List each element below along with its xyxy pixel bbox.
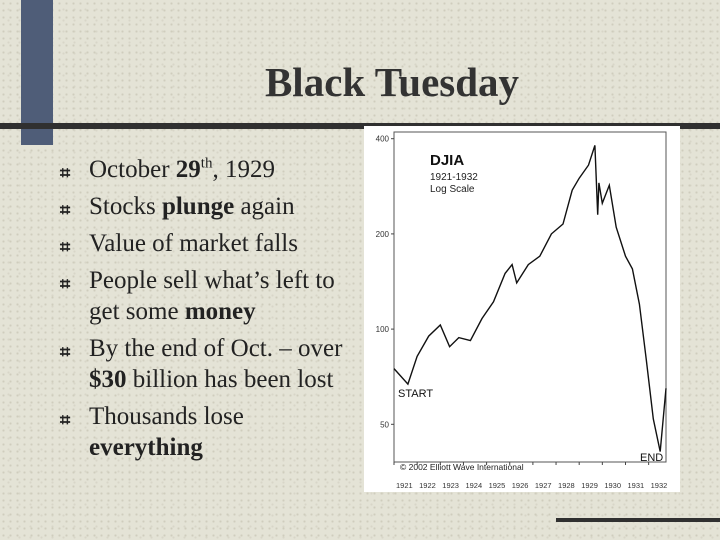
x-tick-label: 1926: [512, 481, 529, 490]
djia-series-line: [393, 145, 667, 452]
bullet-list: ⌗ October 29th, 1929 ⌗ Stocks plunge aga…: [60, 154, 350, 469]
hash-bullet-icon: ⌗: [60, 342, 71, 362]
bullet-emphasis: plunge: [161, 193, 235, 220]
bullet-item: ⌗ People sell what’s left to get some mo…: [60, 265, 350, 327]
djia-chart: 400 200 100 50 1921 1922 1923 1924 1925 1926 1927…: [364, 126, 680, 492]
bullet-text: Value of market falls: [89, 230, 298, 257]
bullet-item: ⌗ Thousands lose everything: [60, 401, 350, 463]
hash-bullet-icon: ⌗: [60, 237, 71, 257]
y-tick-label: 400: [376, 135, 390, 144]
x-tick-label: 1921: [396, 481, 413, 490]
bullet-emphasis: $30: [89, 366, 127, 393]
chart-subtitle-years: 1921-1932: [430, 172, 478, 183]
bullet-text: billion has been lost: [126, 366, 334, 393]
bullet-text: People sell what’s left to get some: [89, 267, 335, 325]
end-label: END: [640, 452, 663, 464]
hash-bullet-icon: ⌗: [60, 200, 71, 220]
y-tick-label: 100: [376, 325, 390, 334]
bullet-text: , 1929: [212, 156, 275, 183]
y-tick-label: 50: [380, 420, 389, 429]
bullet-item: ⌗ By the end of Oct. – over $30 billion …: [60, 333, 350, 395]
bullet-item: ⌗ Value of market falls: [60, 228, 350, 259]
bullet-emphasis: everything: [89, 434, 203, 461]
x-tick-label: 1923: [442, 481, 459, 490]
bottom-divider: [556, 518, 720, 522]
x-tick-label: 1927: [535, 481, 552, 490]
x-tick-label: 1922: [419, 481, 436, 490]
x-axis: 1921 1922 1923 1924 1925 1926 1927 1928 1929 1930…: [393, 462, 668, 490]
y-axis: 400 200 100 50: [376, 135, 394, 429]
bullet-emphasis: money: [184, 298, 256, 325]
hash-bullet-icon: ⌗: [60, 274, 71, 294]
chart-subtitle-scale: Log Scale: [430, 184, 475, 195]
title-divider: [0, 123, 720, 129]
bullet-date-suffix: th: [200, 155, 213, 172]
hash-bullet-icon: ⌗: [60, 163, 71, 183]
bullet-text: By the end of Oct. – over: [89, 335, 343, 362]
hash-bullet-icon: ⌗: [60, 410, 71, 430]
bullet-text: again: [234, 193, 295, 220]
x-tick-label: 1929: [581, 481, 598, 490]
x-tick-label: 1932: [651, 481, 668, 490]
x-tick-label: 1924: [465, 481, 482, 490]
plot-frame: [393, 131, 667, 463]
y-tick-label: 200: [376, 230, 390, 239]
bullet-item: ⌗ October 29th, 1929: [60, 154, 350, 185]
x-tick-label: 1931: [627, 481, 644, 490]
bullet-date-day: 29: [175, 156, 201, 183]
chart-title: DJIA: [430, 152, 464, 169]
bullet-item: ⌗ Stocks plunge again: [60, 191, 350, 222]
slide-title: Black Tuesday: [264, 59, 520, 105]
start-label: START: [398, 388, 433, 400]
copyright-notice: © 2002 Elliott Wave International: [400, 462, 524, 472]
djia-chart-svg: 400 200 100 50 1921 1922 1923 1924 1925 1926 1927…: [376, 131, 668, 490]
left-accent-bar: [21, 0, 53, 145]
x-tick-label: 1925: [489, 481, 506, 490]
bullet-text: Stocks: [89, 193, 162, 220]
bullet-text: Thousands lose: [89, 403, 244, 430]
bullet-text: October: [89, 156, 176, 183]
x-tick-label: 1928: [558, 481, 575, 490]
x-tick-label: 1930: [604, 481, 621, 490]
